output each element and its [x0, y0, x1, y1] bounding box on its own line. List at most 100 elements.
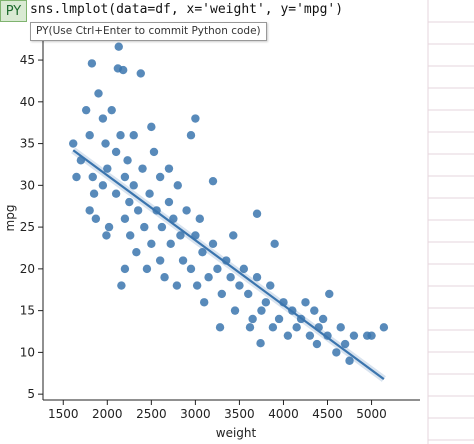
point — [69, 139, 78, 148]
point — [198, 247, 207, 257]
x-tick-label: 3500 — [224, 407, 255, 421]
point — [111, 189, 121, 198]
point — [129, 131, 138, 140]
point — [252, 209, 262, 218]
regression-line — [72, 149, 385, 381]
point — [178, 256, 188, 265]
point — [103, 164, 112, 173]
point — [226, 273, 235, 282]
point — [164, 164, 174, 173]
point — [125, 197, 134, 207]
point — [142, 264, 152, 274]
point — [118, 65, 128, 75]
point — [160, 273, 169, 282]
x-tick-label: 4000 — [268, 407, 299, 421]
point — [239, 264, 249, 274]
point — [332, 348, 341, 357]
point — [229, 231, 238, 240]
y-tick-label: 30 — [20, 178, 35, 192]
point — [120, 214, 130, 223]
point — [244, 289, 253, 299]
point — [274, 314, 284, 324]
y-axis-label: mpg — [3, 205, 17, 232]
y-tick-label: 45 — [20, 53, 35, 67]
point — [305, 331, 315, 340]
point — [147, 122, 156, 132]
tooltip: PY(Use Ctrl+Enter to commit Python code) — [30, 22, 267, 41]
x-tick-label: 2000 — [92, 407, 123, 421]
point — [176, 231, 185, 240]
x-tick-label: 2500 — [136, 407, 167, 421]
point — [116, 131, 125, 140]
point — [107, 105, 116, 115]
sheet-grid — [427, 0, 474, 444]
point — [126, 231, 135, 240]
point — [301, 298, 310, 307]
point — [318, 314, 328, 324]
point — [169, 214, 178, 223]
point — [379, 323, 389, 332]
point — [138, 164, 147, 173]
point — [192, 281, 202, 290]
point — [157, 222, 167, 232]
point — [217, 289, 227, 299]
point — [204, 273, 213, 282]
point — [98, 181, 108, 190]
point — [336, 323, 345, 332]
point — [114, 42, 123, 51]
x-tick-label: 3000 — [180, 407, 211, 421]
point — [256, 339, 265, 348]
y-tick-label: 15 — [20, 304, 35, 318]
point — [230, 306, 240, 315]
point — [182, 206, 191, 215]
point — [213, 264, 222, 274]
x-tick-label: 1500 — [48, 407, 79, 421]
point — [199, 298, 209, 307]
point — [270, 239, 279, 249]
y-tick-label: 40 — [20, 95, 35, 109]
point — [349, 331, 359, 340]
point — [257, 306, 266, 315]
y-tick-label: 25 — [20, 220, 35, 234]
point — [235, 281, 244, 290]
point — [145, 189, 154, 198]
point — [72, 172, 81, 182]
point — [81, 105, 91, 115]
point — [245, 323, 255, 332]
python-badge: PY — [0, 0, 27, 22]
point — [208, 176, 218, 186]
point — [129, 181, 138, 190]
point — [133, 206, 143, 215]
point — [120, 264, 130, 274]
point — [89, 189, 99, 198]
point — [312, 339, 322, 349]
point — [310, 306, 319, 315]
point — [345, 356, 354, 365]
point — [101, 139, 110, 148]
point — [88, 172, 97, 182]
point — [248, 314, 257, 324]
point — [172, 281, 182, 290]
point — [268, 323, 278, 332]
point — [191, 114, 200, 123]
point — [136, 69, 145, 78]
point — [104, 222, 114, 232]
y-tick-label: 5 — [27, 387, 35, 401]
y-tick-label: 35 — [20, 137, 35, 151]
point — [283, 331, 293, 340]
point — [85, 131, 94, 140]
x-tick-label: 4500 — [312, 407, 343, 421]
point — [186, 131, 196, 140]
x-tick-label: 5000 — [356, 407, 387, 421]
point — [266, 281, 275, 290]
point — [132, 247, 141, 257]
point — [164, 197, 174, 207]
point — [147, 239, 156, 249]
point — [195, 214, 204, 223]
point — [340, 339, 350, 349]
point — [208, 239, 218, 249]
point — [98, 114, 108, 123]
point — [173, 181, 182, 190]
point — [85, 206, 94, 215]
